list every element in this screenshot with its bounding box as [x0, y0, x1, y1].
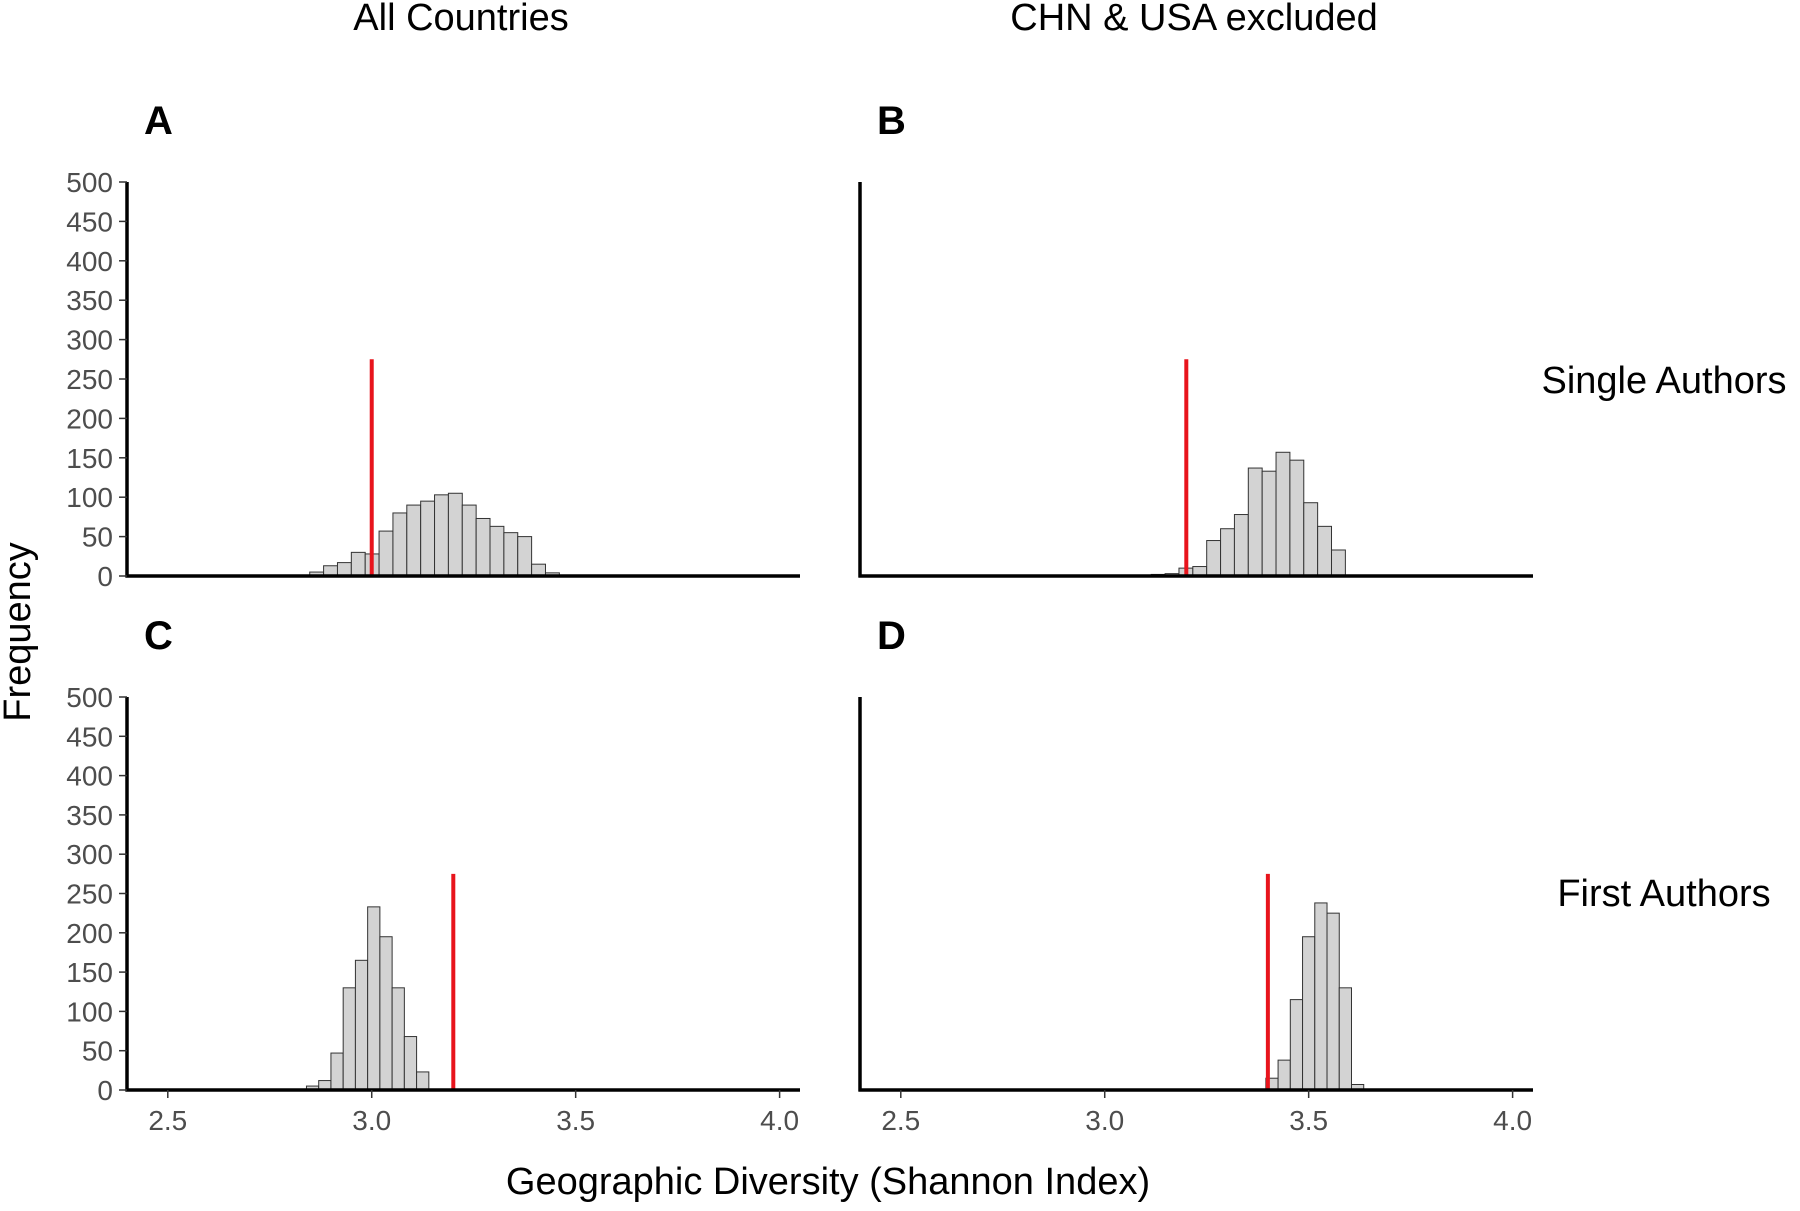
- panel-tag: B: [877, 99, 906, 143]
- panel-b: B: [858, 99, 1533, 578]
- histogram-bar: [354, 959, 369, 1091]
- histogram-bar: [1326, 912, 1340, 1091]
- y-tick-label: 350: [66, 800, 113, 831]
- histogram-bar: [406, 504, 422, 577]
- y-tick-label: 150: [66, 443, 113, 474]
- histogram-bar: [367, 906, 381, 1091]
- x-tick-label: 3.0: [352, 1105, 391, 1136]
- y-tick-label: 0: [97, 1075, 113, 1106]
- histogram-bar: [503, 532, 519, 577]
- x-tick-label: 3.5: [556, 1105, 595, 1136]
- y-tick-label: 400: [66, 246, 113, 277]
- x-tick-label: 4.0: [760, 1105, 799, 1136]
- panel-a: A 0 50 100 150 200 250 300 350 400 450 500: [66, 99, 800, 592]
- column-title-excluded: CHN & USA excluded: [1010, 0, 1378, 39]
- y-tick-label: 100: [66, 482, 113, 513]
- histogram-bar: [1289, 999, 1304, 1091]
- histogram-bar: [392, 512, 408, 577]
- histogram-bar: [378, 530, 394, 577]
- histogram-bar: [379, 936, 393, 1091]
- histogram-bar: [350, 551, 366, 577]
- histogram-bar: [1289, 459, 1305, 577]
- histogram-bar: [461, 504, 477, 577]
- histogram-bar: [391, 987, 405, 1091]
- histogram-bar: [420, 500, 436, 577]
- y-tick-label: 0: [97, 561, 113, 592]
- panel-tag: C: [144, 614, 173, 658]
- y-tick-label: 50: [82, 1036, 113, 1067]
- y-tick-label: 400: [66, 761, 113, 792]
- panel-tag: D: [877, 614, 906, 658]
- histogram-bar: [1220, 528, 1235, 577]
- histogram-bar: [1277, 1059, 1291, 1091]
- histogram-bar: [489, 525, 505, 577]
- y-tick-label: 100: [66, 996, 113, 1027]
- histogram-bar: [531, 563, 546, 577]
- histogram-bar: [1206, 540, 1222, 577]
- panel-d: D 2.5 3.0 3.5 4.0: [858, 614, 1533, 1136]
- panels: A050100150200250300350400450500BC0501001…: [66, 99, 1533, 1136]
- histogram-bar: [1302, 936, 1316, 1091]
- histogram-bar: [1275, 451, 1291, 577]
- y-axis-title: Frequency: [0, 542, 39, 722]
- histogram-bar: [1303, 502, 1319, 577]
- x-axis-title: Geographic Diversity (Shannon Index): [506, 1161, 1150, 1203]
- y-tick-label: 250: [66, 364, 113, 395]
- x-tick-label: 3.5: [1289, 1105, 1328, 1136]
- histogram-bar: [1261, 470, 1277, 577]
- x-tick-label: 2.5: [881, 1105, 920, 1136]
- y-tick-label: 150: [66, 957, 113, 988]
- y-tick-label: 200: [66, 403, 113, 434]
- y-tick-label: 450: [66, 206, 113, 237]
- y-tick-label: 500: [66, 167, 113, 198]
- y-tick-label: 200: [66, 918, 113, 949]
- y-tick-label: 300: [66, 839, 113, 870]
- y-tick-label: 350: [66, 285, 113, 316]
- panel-c: C 0 50 100 150 200 250 300 350 400 450 500 2.5 3.0 3.5…: [66, 614, 800, 1136]
- histogram-bar: [1247, 467, 1263, 577]
- row-title-first-authors: First Authors: [1557, 873, 1770, 915]
- histogram-bar: [336, 562, 352, 577]
- row-title-single-authors: Single Authors: [1541, 360, 1786, 402]
- y-tick-label: 500: [66, 682, 113, 713]
- histogram-bar: [434, 494, 449, 577]
- x-tick-label: 3.0: [1085, 1105, 1124, 1136]
- y-tick-label: 300: [66, 325, 113, 356]
- histogram-bar: [416, 1071, 430, 1091]
- column-title-all-countries: All Countries: [353, 0, 568, 39]
- histogram-bar: [1338, 987, 1352, 1091]
- histogram-bar: [342, 987, 356, 1091]
- y-tick-label: 450: [66, 721, 113, 752]
- histogram-bar: [1317, 525, 1333, 577]
- panel-tag: A: [144, 99, 173, 143]
- x-tick-label: 4.0: [1493, 1105, 1532, 1136]
- histogram-bar: [517, 536, 533, 577]
- y-tick-label: 250: [66, 879, 113, 910]
- histogram-bar: [1331, 549, 1346, 577]
- x-tick-label: 2.5: [148, 1105, 187, 1136]
- histogram-bar: [1314, 902, 1328, 1091]
- histogram-bar: [330, 1052, 344, 1091]
- histogram-bar: [1233, 514, 1249, 577]
- histogram-bar: [447, 492, 463, 577]
- histogram-bar: [403, 1036, 418, 1091]
- histogram-bar: [475, 517, 491, 577]
- y-tick-label: 50: [82, 522, 113, 553]
